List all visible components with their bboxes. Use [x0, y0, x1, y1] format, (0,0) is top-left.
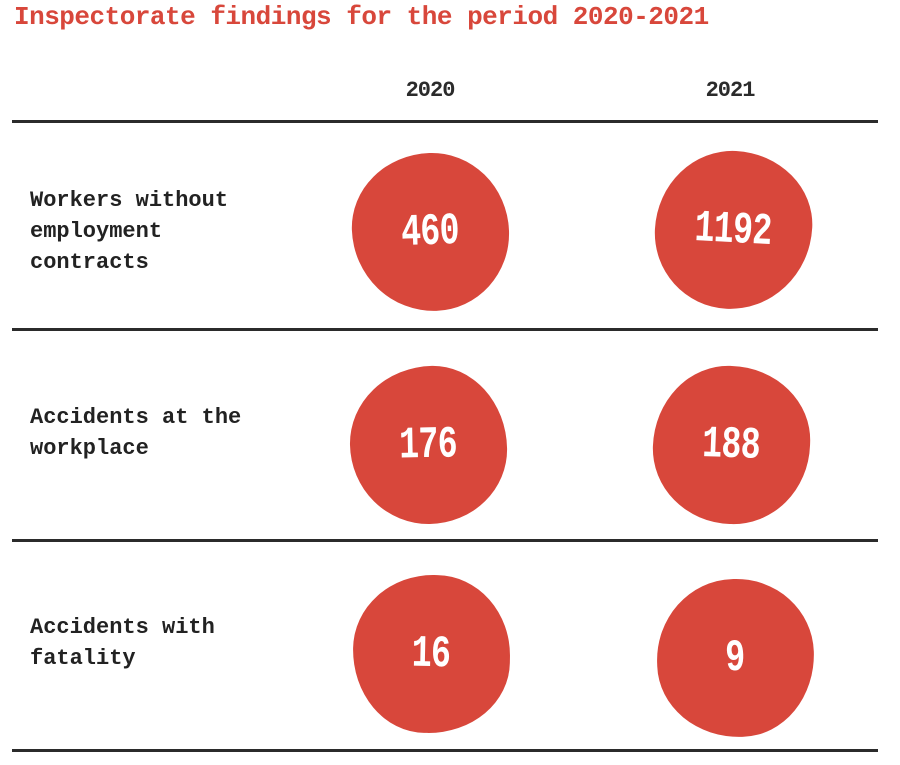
row-divider: [12, 120, 878, 123]
row-divider: [12, 328, 878, 331]
row-label-accidents-fatality: Accidents with fatality: [30, 615, 215, 671]
page-title: Inspectorate findings for the period 202…: [14, 2, 709, 32]
value-workers-2020: 460: [400, 205, 461, 259]
value-blob-workplace-2020: 176: [348, 364, 509, 526]
row-label-workers-without-contracts: Workers without employment contracts: [30, 188, 229, 275]
value-fatality-2021: 9: [724, 632, 747, 684]
value-blob-fatality-2021: 9: [654, 576, 817, 740]
value-workers-2021: 1192: [693, 202, 774, 258]
row-divider: [12, 749, 878, 752]
column-header-2021: 2021: [705, 78, 756, 103]
row-divider: [12, 539, 878, 542]
value-workplace-2021: 188: [701, 418, 762, 472]
value-fatality-2020: 16: [411, 628, 452, 680]
value-blob-workers-2021: 1192: [650, 146, 817, 314]
value-blob-workplace-2021: 188: [650, 363, 813, 527]
column-header-2020: 2020: [405, 78, 456, 103]
value-workplace-2020: 176: [399, 419, 458, 472]
value-blob-workers-2020: 460: [349, 150, 512, 314]
row-label-accidents-workplace: Accidents at the workplace: [30, 405, 242, 461]
value-blob-fatality-2020: 16: [351, 573, 512, 735]
